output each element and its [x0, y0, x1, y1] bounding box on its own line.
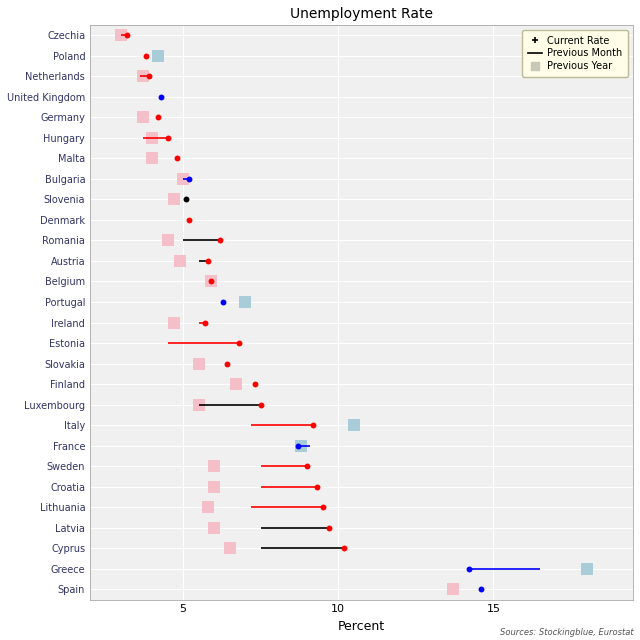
Point — [463, 564, 474, 574]
Point — [296, 440, 306, 451]
Point — [317, 502, 328, 513]
Point — [138, 112, 148, 122]
Point — [231, 379, 241, 389]
Point — [234, 338, 244, 348]
Point — [181, 195, 191, 205]
X-axis label: Percent: Percent — [338, 620, 385, 633]
Point — [324, 523, 334, 533]
Point — [193, 399, 204, 410]
Text: Sources: Stockingblue, Eurostat: Sources: Stockingblue, Eurostat — [500, 628, 634, 637]
Title: Unemployment Rate: Unemployment Rate — [290, 7, 433, 21]
Point — [200, 317, 210, 328]
Point — [203, 256, 213, 266]
Point — [172, 153, 182, 163]
Legend: Current Rate, Previous Month, Previous Year: Current Rate, Previous Month, Previous Y… — [522, 29, 628, 77]
Point — [147, 153, 157, 163]
Point — [141, 51, 151, 61]
Point — [221, 358, 232, 369]
Point — [184, 173, 195, 184]
Point — [218, 297, 228, 307]
Point — [138, 71, 148, 81]
Point — [206, 276, 216, 287]
Point — [175, 256, 185, 266]
Point — [153, 112, 163, 122]
Point — [203, 502, 213, 513]
Point — [339, 543, 349, 554]
Point — [156, 92, 166, 102]
Point — [122, 30, 132, 40]
Point — [312, 482, 322, 492]
Point — [193, 358, 204, 369]
Point — [209, 482, 220, 492]
Point — [448, 584, 458, 595]
Point — [169, 195, 179, 205]
Point — [581, 564, 591, 574]
Point — [308, 420, 319, 430]
Point — [255, 399, 266, 410]
Point — [209, 461, 220, 471]
Point — [293, 440, 303, 451]
Point — [163, 132, 173, 143]
Point — [209, 523, 220, 533]
Point — [163, 236, 173, 246]
Point — [250, 379, 260, 389]
Point — [169, 317, 179, 328]
Point — [144, 71, 154, 81]
Point — [302, 461, 312, 471]
Point — [184, 215, 195, 225]
Point — [476, 584, 486, 595]
Point — [215, 236, 225, 246]
Point — [147, 132, 157, 143]
Point — [116, 30, 126, 40]
Point — [225, 543, 235, 554]
Point — [206, 276, 216, 287]
Point — [153, 51, 163, 61]
Point — [349, 420, 359, 430]
Point — [240, 297, 250, 307]
Point — [178, 173, 188, 184]
